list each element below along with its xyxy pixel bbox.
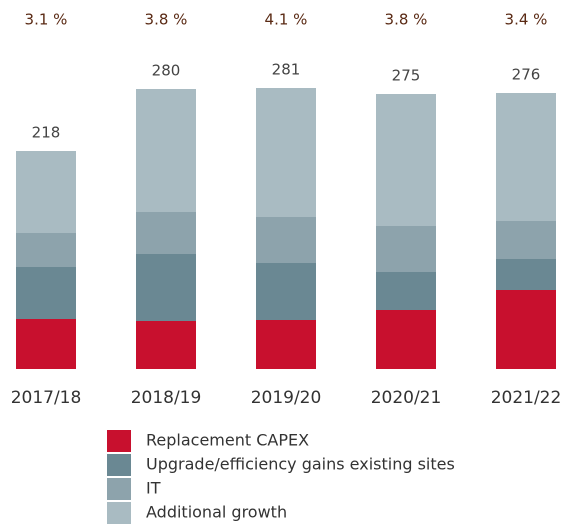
legend-label: IT bbox=[146, 479, 161, 498]
legend-label: Upgrade/efficiency gains existing sites bbox=[146, 455, 455, 474]
bar-segment bbox=[136, 321, 196, 369]
bar-segment bbox=[256, 263, 316, 320]
x-tick-label: 2020/21 bbox=[371, 388, 442, 408]
legend-swatch bbox=[107, 430, 131, 452]
bar-segment bbox=[136, 89, 196, 212]
bar-segment bbox=[496, 259, 556, 290]
total-label: 280 bbox=[152, 62, 181, 80]
bar-segment bbox=[136, 254, 196, 321]
share-label: 3.1 % bbox=[25, 11, 68, 29]
bar-segment bbox=[376, 94, 436, 226]
bar-segment bbox=[16, 233, 76, 267]
legend-label: Additional growth bbox=[146, 503, 287, 522]
bar-segment bbox=[16, 267, 76, 319]
bar-segment bbox=[496, 93, 556, 221]
bar-segment bbox=[376, 310, 436, 369]
total-label: 281 bbox=[272, 61, 301, 79]
legend-swatch bbox=[107, 454, 131, 476]
share-label: 4.1 % bbox=[265, 11, 308, 29]
legend-label: Replacement CAPEX bbox=[146, 431, 309, 450]
legend-swatch bbox=[107, 478, 131, 500]
bar-segment bbox=[16, 319, 76, 369]
share-label: 3.4 % bbox=[505, 11, 548, 29]
bar-segment bbox=[256, 320, 316, 369]
x-tick-label: 2018/19 bbox=[131, 388, 202, 408]
x-tick-label: 2017/18 bbox=[11, 388, 82, 408]
x-tick-label: 2021/22 bbox=[491, 388, 562, 408]
x-tick-label: 2019/20 bbox=[251, 388, 322, 408]
legend-swatch bbox=[107, 502, 131, 524]
bar-segment bbox=[376, 226, 436, 272]
share-label: 3.8 % bbox=[385, 11, 428, 29]
share-label: 3.8 % bbox=[145, 11, 188, 29]
bar-segment bbox=[256, 217, 316, 263]
bar-segment bbox=[376, 272, 436, 310]
bar-segment bbox=[256, 88, 316, 217]
bar-segment bbox=[496, 290, 556, 369]
bar-segment bbox=[16, 151, 76, 233]
bar-segment bbox=[496, 221, 556, 259]
bar-segment bbox=[136, 212, 196, 254]
total-label: 218 bbox=[32, 124, 61, 142]
total-label: 275 bbox=[392, 67, 421, 85]
total-label: 276 bbox=[512, 66, 541, 84]
